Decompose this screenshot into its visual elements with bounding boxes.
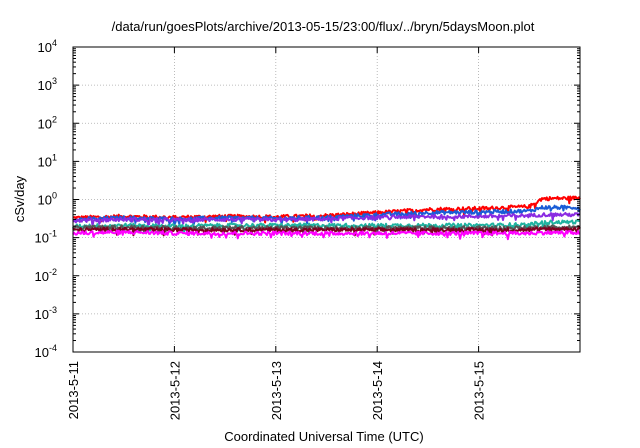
- y-tick-label: 102: [38, 114, 57, 131]
- grid: [73, 47, 580, 352]
- y-tick-label: 10-3: [35, 305, 57, 322]
- x-tick-label: 2013-5-12: [167, 361, 182, 420]
- x-tick-label: 2013-5-11: [66, 361, 81, 419]
- x-tick-label: 2013-5-15: [472, 361, 487, 420]
- y-tick-label: 100: [38, 191, 57, 208]
- x-tick-label: 2013-5-13: [269, 361, 284, 420]
- y-tick-label: 101: [38, 152, 57, 169]
- y-tick-label: 103: [38, 76, 57, 93]
- x-axis-title: Coordinated Universal Time (UTC): [224, 429, 423, 444]
- y-tick-label: 10-2: [35, 267, 57, 284]
- series-line-3: [72, 211, 581, 227]
- y-tick-label: 10-4: [35, 343, 57, 360]
- series-layer: [72, 195, 581, 241]
- plot-frame: [72, 46, 581, 353]
- y-axis-title: cSv/day: [12, 175, 27, 222]
- x-tick-label: 2013-5-14: [370, 361, 385, 420]
- series-line-7: [72, 229, 581, 241]
- chart-title: /data/run/goesPlots/archive/2013-05-15/2…: [112, 19, 535, 34]
- series-line-6: [72, 226, 581, 237]
- axis-ticks: [72, 46, 580, 353]
- y-tick-labels: 104 103 102 101 100 10-1 10-2 10-3 10-4: [35, 38, 57, 360]
- y-tick-label: 10-1: [35, 229, 57, 246]
- y-tick-label: 104: [38, 38, 57, 55]
- x-tick-labels: 2013-5-11 2013-5-12 2013-5-13 2013-5-14 2013…: [66, 361, 487, 420]
